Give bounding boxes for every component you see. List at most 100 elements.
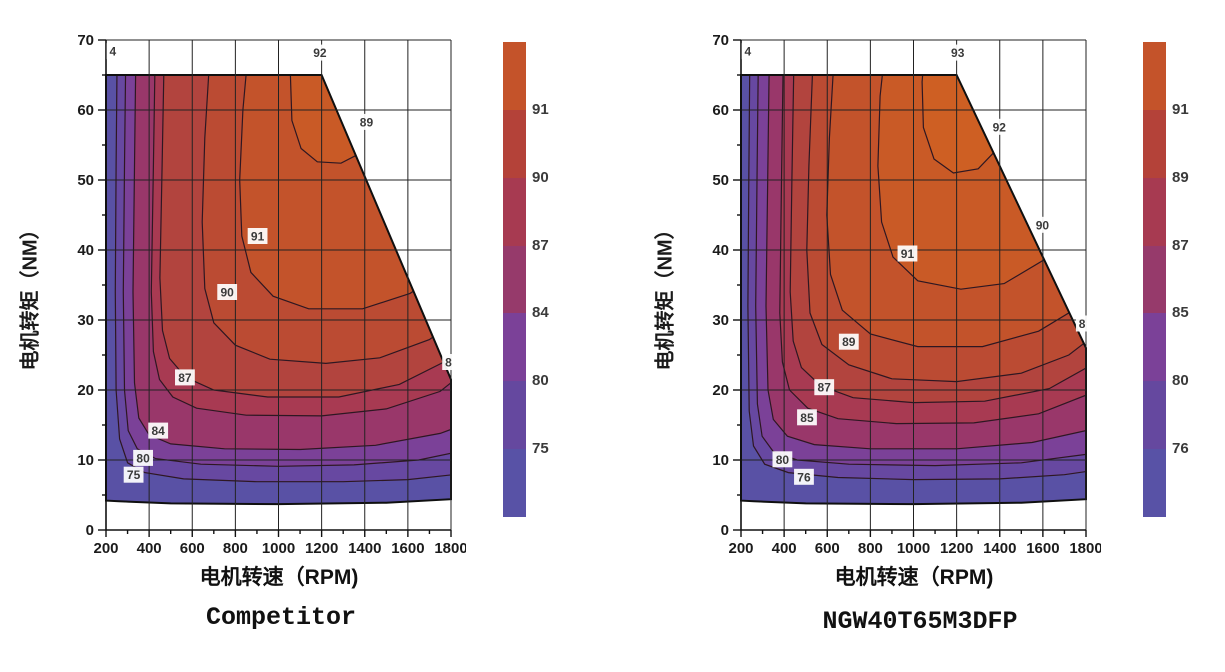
x-tick-label: 600 xyxy=(815,540,840,557)
x-tick-label: 400 xyxy=(772,540,797,557)
envelope-outline xyxy=(105,74,452,506)
contour-label: 92 xyxy=(993,120,1007,134)
colorbar-tick-label: 91 xyxy=(532,100,549,118)
colorbar-tick-label: 89 xyxy=(1172,168,1189,186)
contour-label: 4 xyxy=(110,45,117,59)
colorbar: 91 89 87 85 80 76 xyxy=(1143,42,1189,518)
colorbar-tick-label: 84 xyxy=(532,304,549,322)
contour-label: 89 xyxy=(360,115,374,129)
contour-label: 87 xyxy=(818,381,832,395)
axis-ticks xyxy=(98,39,452,537)
plot-caption: Competitor xyxy=(205,603,357,632)
contour-label: 89 xyxy=(842,335,856,349)
contour-plot-ngw40t65m3dfp: 200 400 600 800 1000 1200 1400 1600 1800 0 10 20 30 4… xyxy=(712,32,1101,557)
contour-label-box xyxy=(217,284,238,300)
y-tick-label: 10 xyxy=(77,452,94,469)
contour-label: 91 xyxy=(251,230,265,244)
colorbar-tick-label: 85 xyxy=(1172,304,1189,322)
contour-band-92 xyxy=(289,75,381,164)
x-tick-label: 1800 xyxy=(434,540,466,557)
x-tick-label: 200 xyxy=(93,540,118,557)
y-tick-label: 40 xyxy=(712,242,729,259)
y-tick-label: 0 xyxy=(721,522,729,539)
colorbar-segment xyxy=(1143,381,1166,450)
contour-label: 93 xyxy=(951,46,965,60)
contour-band-91 xyxy=(239,75,451,310)
colorbar-segment xyxy=(503,313,526,382)
colorbar-segment xyxy=(503,245,526,314)
y-tick-label: 30 xyxy=(712,312,729,329)
colorbar-tick-label: 75 xyxy=(532,440,549,458)
contour-label-box xyxy=(1032,216,1053,233)
x-tick-label: 1600 xyxy=(1026,540,1059,557)
y-tick-label: 30 xyxy=(77,312,94,329)
y-tick-label: 70 xyxy=(77,32,94,49)
x-tick-label: 1000 xyxy=(897,540,930,557)
colorbar-segment xyxy=(1143,109,1166,178)
contour-label-box xyxy=(797,409,817,426)
colorbar-tick-label: 90 xyxy=(532,168,549,186)
contour-label-box xyxy=(741,43,755,60)
colorbar-segment xyxy=(1143,245,1166,314)
colorbar-segment xyxy=(503,449,526,518)
colorbar-segment xyxy=(1143,313,1166,382)
x-tick-label: 1200 xyxy=(305,540,338,557)
x-tick-label: 800 xyxy=(858,540,883,557)
contour-label-box xyxy=(356,113,377,130)
colorbar: 91 90 87 84 80 75 xyxy=(503,42,549,518)
contour-label-box xyxy=(947,44,968,61)
y-tick-label: 0 xyxy=(86,522,94,539)
contour-label: 85 xyxy=(800,411,814,425)
colorbar-segment xyxy=(503,381,526,450)
y-tick-label: 70 xyxy=(712,32,729,49)
x-tick-label: 400 xyxy=(137,540,162,557)
contour-label-box xyxy=(1075,315,1089,332)
contour-label: 4 xyxy=(745,45,752,59)
contour-label-box xyxy=(989,118,1010,135)
x-tick-label: 1800 xyxy=(1069,540,1101,557)
contour-label: 92 xyxy=(313,46,327,60)
y-axis-label: 电机转矩（NM） xyxy=(654,219,677,371)
x-tick-label: 1200 xyxy=(940,540,973,557)
contour-label: 84 xyxy=(152,424,166,438)
x-tick-label: 600 xyxy=(180,540,205,557)
contour-label-box xyxy=(175,369,195,386)
colorbar-segment xyxy=(503,109,526,178)
y-axis-label: 电机转矩（NM） xyxy=(19,219,42,371)
contour-label-box xyxy=(442,354,455,370)
y-tick-label: 50 xyxy=(712,172,729,189)
contour-label: 80 xyxy=(136,451,150,465)
contour-band-93 xyxy=(921,75,1011,174)
colorbar-segment xyxy=(1143,42,1166,110)
colorbar-segment xyxy=(1143,449,1166,518)
x-tick-label: 1000 xyxy=(262,540,295,557)
x-axis-label: 电机转速（RPM) xyxy=(199,566,359,589)
contour-label: 87 xyxy=(178,371,192,385)
x-tick-label: 1400 xyxy=(983,540,1016,557)
contour-label-box xyxy=(838,333,859,350)
colorbar-tick-label: 76 xyxy=(1172,440,1189,458)
y-tick-label: 20 xyxy=(77,382,94,399)
axis-ticks xyxy=(733,39,1087,537)
contour-label-box xyxy=(814,379,835,396)
x-tick-label: 1400 xyxy=(348,540,381,557)
contour-label-box xyxy=(310,44,330,61)
y-tick-label: 20 xyxy=(712,382,729,399)
colorbar-tick-label: 91 xyxy=(1172,100,1189,118)
contour-label: 76 xyxy=(797,470,811,484)
colorbar-segment xyxy=(1143,177,1166,246)
y-tick-label: 60 xyxy=(712,102,729,119)
contour-label-box xyxy=(148,422,169,439)
y-tick-label: 40 xyxy=(77,242,94,259)
contour-label-box xyxy=(772,451,793,468)
colorbar-tick-label: 80 xyxy=(532,372,549,390)
contour-label-box xyxy=(794,468,814,485)
colorbar-tick-label: 87 xyxy=(1172,236,1189,254)
contour-label: 91 xyxy=(901,247,915,261)
contour-label-box xyxy=(123,466,144,483)
x-tick-label: 800 xyxy=(223,540,248,557)
contour-label-box xyxy=(897,245,918,262)
colorbar-tick-label: 87 xyxy=(532,236,549,254)
y-tick-label: 10 xyxy=(712,452,729,469)
